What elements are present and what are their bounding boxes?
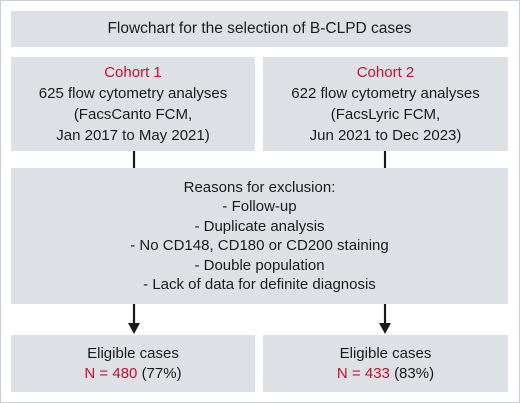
exclusion-box: Reasons for exclusion: - Follow-up - Dup… [11,168,508,304]
eligible-2-box: Eligible cases N = 433 (83%) [263,335,508,392]
exclusion-heading: Reasons for exclusion: [183,178,336,196]
eligible-1-pct: (77%) [141,364,182,382]
exclusion-item: - Lack of data for definite diagnosis [143,276,376,293]
cohort-1-line: Jan 2017 to May 2021) [56,127,210,144]
eligible-2-label: Eligible cases [339,344,432,362]
eligible-1-count-row: N = 480 (77%) [84,364,181,384]
flowchart-title-text: Flowchart for the selection of B-CLPD ca… [107,20,412,37]
exclusion-item: - Double population [194,256,325,274]
cohort-1-line: 625 flow cytometry analyses [38,85,228,102]
eligible-2-n: N = 433 [336,364,390,382]
cohort-1-line: (FacsCanto FCM, [73,106,193,123]
eligible-1-box: Eligible cases N = 480 (77%) [11,335,255,392]
flowchart-title: Flowchart for the selection of B-CLPD ca… [11,11,508,47]
exclusion-item: - No CD148, CD180 or CD200 staining [130,237,389,254]
cohort-2-name: Cohort 2 [356,64,415,81]
cohort-2-line: Jun 2021 to Dec 2023) [309,127,462,144]
cohort-2-line: 622 flow cytometry analyses [291,85,480,102]
cohort-1-box: Cohort 1 625 flow cytometry analyses (Fa… [11,57,255,151]
cohort-2-box: Cohort 2 622 flow cytometry analyses (Fa… [263,57,508,151]
eligible-1-n: N = 480 [84,364,138,382]
exclusion-item: - Duplicate analysis [194,217,325,235]
cohort-1-name: Cohort 1 [104,64,162,81]
cohort-2-line: (FacsLyric FCM, [330,106,441,123]
eligible-2-pct: (83%) [394,364,435,382]
eligible-1-label: Eligible cases [87,344,179,362]
exclusion-item: - Follow-up [222,198,297,215]
eligible-2-count-row: N = 433 (83%) [337,364,434,384]
